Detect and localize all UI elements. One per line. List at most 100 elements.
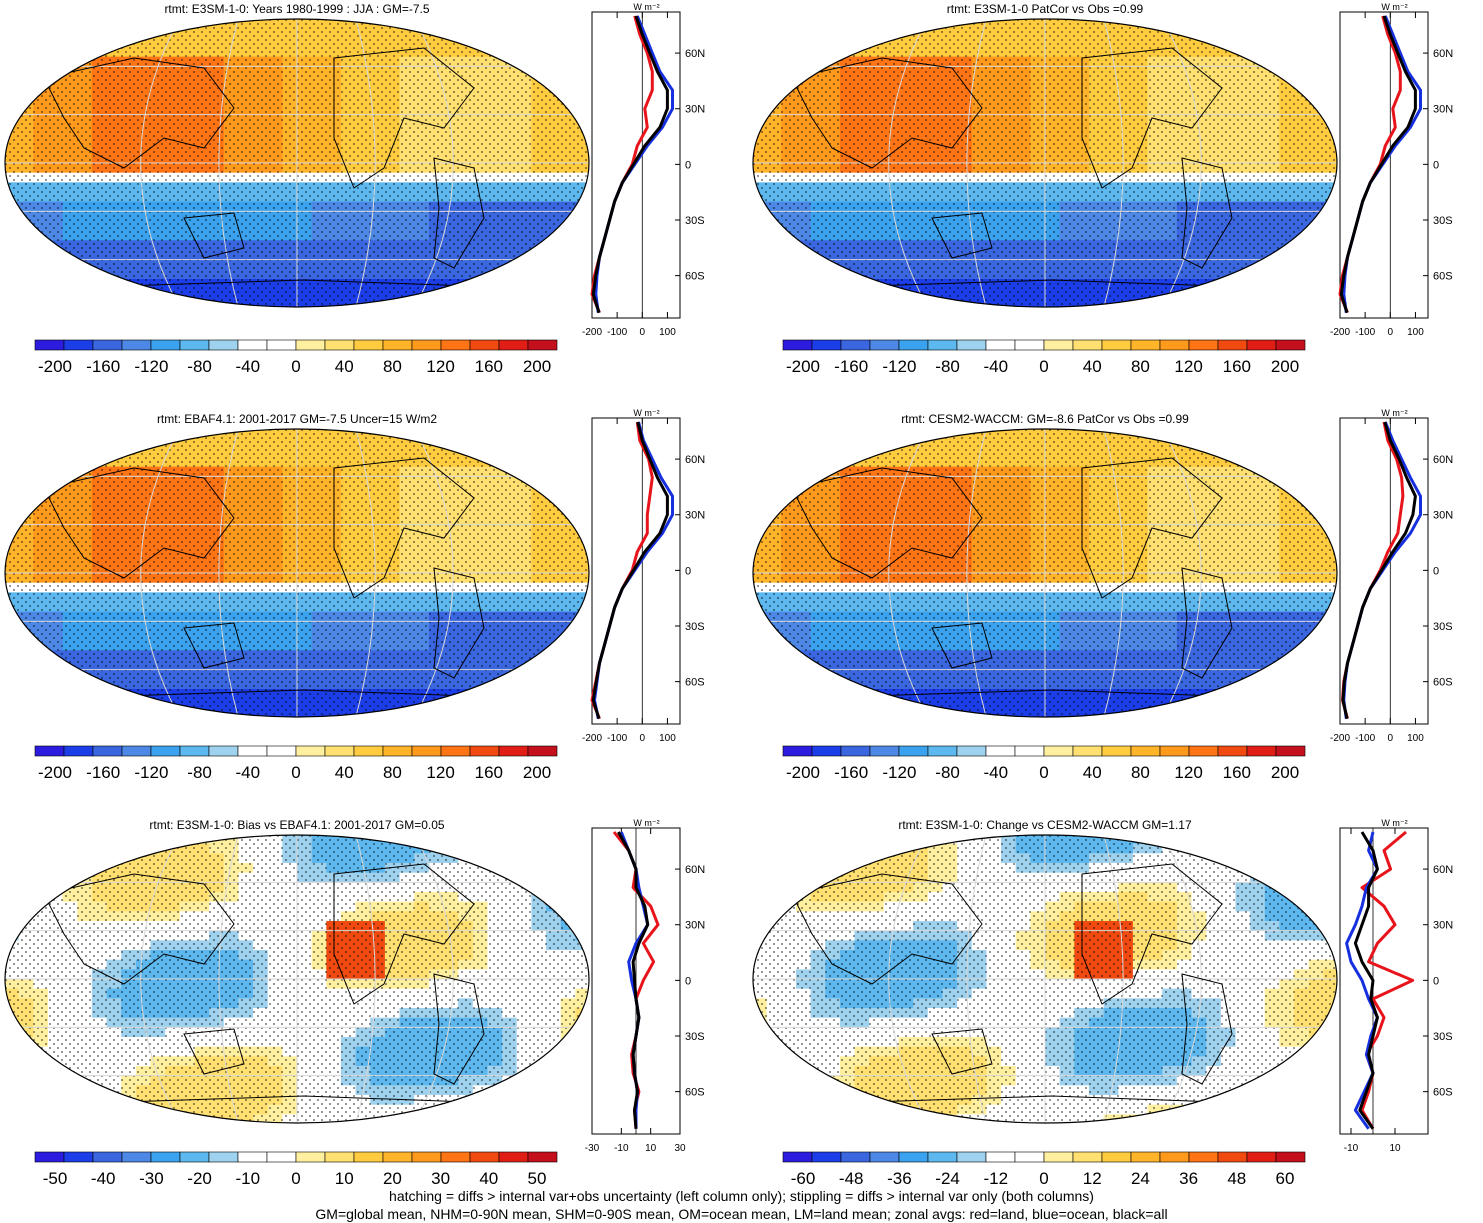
zonal-lat-label: 0 <box>685 159 691 171</box>
colorbar-tick-label: 160 <box>475 357 503 376</box>
zonal-lat-label: 0 <box>1433 565 1439 577</box>
colorbar-swatch <box>870 340 899 350</box>
colorbar-tick-label: -10 <box>236 1169 261 1188</box>
zonal-lat-label: 60N <box>1433 48 1453 60</box>
colorbar-tick-label: 200 <box>523 357 551 376</box>
colorbar-swatch <box>812 746 841 756</box>
colorbar-swatch <box>267 746 296 756</box>
map-title: rtmt: CESM2-WACCM: GM=-8.6 PatCor vs Obs… <box>752 412 1338 426</box>
colorbar-swatch <box>528 340 557 350</box>
colorbar-tick-label: 0 <box>291 1169 300 1188</box>
colorbar-swatch <box>296 746 325 756</box>
colorbar-tick-label: -160 <box>86 357 120 376</box>
colorbar-swatch <box>35 1152 64 1162</box>
colorbar-swatch <box>957 746 986 756</box>
zonal-lat-label: 30N <box>685 510 705 522</box>
colorbar-swatch <box>870 1152 899 1162</box>
colorbar-tick-label: -80 <box>187 763 212 782</box>
colorbar-swatch <box>354 340 383 350</box>
colorbar-tick-label: -200 <box>38 763 72 782</box>
colorbar-tick-label: 0 <box>291 357 300 376</box>
colorbar-tick-label: 200 <box>523 763 551 782</box>
colorbar-swatch <box>1247 746 1276 756</box>
colorbar-tick-label: 0 <box>1039 763 1048 782</box>
colorbar-swatch <box>412 1152 441 1162</box>
colorbar-swatch <box>1218 1152 1247 1162</box>
colorbar-swatch <box>296 340 325 350</box>
colorbar-swatch <box>383 1152 412 1162</box>
zonal-x-tick-label: -200 <box>1330 733 1350 744</box>
colorbar-swatch <box>957 1152 986 1162</box>
colorbar-swatch <box>93 746 122 756</box>
colorbar-tick-label: 12 <box>1083 1169 1102 1188</box>
map-title: rtmt: E3SM-1-0: Bias vs EBAF4.1: 2001-20… <box>4 818 590 832</box>
zonal-lat-label: 60S <box>1433 1087 1453 1099</box>
colorbar-tick-label: 80 <box>383 357 402 376</box>
colorbar-tick-label: -80 <box>935 763 960 782</box>
colorbar-swatch <box>325 1152 354 1162</box>
colorbar-swatch <box>470 746 499 756</box>
zonal-lat-label: 30S <box>1433 1031 1453 1043</box>
zonal-x-tick-label: 0 <box>1388 327 1394 338</box>
colorbar-swatch <box>1131 746 1160 756</box>
zonal-x-tick-label: 10 <box>645 1143 657 1154</box>
colorbar-swatch <box>1189 340 1218 350</box>
colorbar-swatch <box>93 1152 122 1162</box>
zonal-x-tick-label: 0 <box>1388 733 1394 744</box>
zonal-lat-label: 30N <box>1433 920 1453 932</box>
zonal-lat-label: 30N <box>1433 104 1453 116</box>
colorbar-tick-label: -120 <box>882 357 916 376</box>
colorbar-swatch <box>151 1152 180 1162</box>
zonal-lat-label: 30S <box>685 621 705 633</box>
colorbar-swatch <box>899 1152 928 1162</box>
colorbar-tick-label: 160 <box>1223 763 1251 782</box>
zonal-x-tick-label: -100 <box>1355 733 1375 744</box>
colorbar-swatch <box>1247 1152 1276 1162</box>
zonal-lat-label: 60S <box>1433 677 1453 689</box>
colorbar-tick-label: 160 <box>1223 357 1251 376</box>
zonal-lat-label: 30S <box>1433 215 1453 227</box>
colorbar-tick-label: -160 <box>834 763 868 782</box>
map-panel <box>4 834 590 1124</box>
colorbar-swatch <box>412 340 441 350</box>
colorbar-tick-label: 40 <box>1083 357 1102 376</box>
colorbar-swatch <box>899 746 928 756</box>
colorbar-swatch <box>1044 746 1073 756</box>
colorbar-tick-label: 50 <box>528 1169 547 1188</box>
zonal-x-tick-label: 0 <box>640 327 646 338</box>
zonal-x-tick-label: 100 <box>1407 733 1424 744</box>
colorbar-swatch <box>870 746 899 756</box>
zonal-lat-label: 60N <box>1433 454 1453 466</box>
colorbar-tick-label: -36 <box>887 1169 912 1188</box>
zonal-lat-label: 30N <box>1433 510 1453 522</box>
colorbar-swatch <box>441 340 470 350</box>
colorbar-tick-label: -200 <box>786 357 820 376</box>
colorbar-swatch <box>325 746 354 756</box>
colorbar-swatch <box>783 746 812 756</box>
colorbar-tick-label: 48 <box>1227 1169 1246 1188</box>
colorbar-swatch <box>238 340 267 350</box>
colorbar-tick-label: 0 <box>1039 357 1048 376</box>
zonal-x-tick-label: -10 <box>1344 1143 1359 1154</box>
zonal-unit: W m⁻² <box>1381 818 1407 828</box>
zonal-lat-label: 60N <box>685 454 705 466</box>
zonal-lat-label: 0 <box>1433 975 1439 987</box>
colorbar-swatch <box>1102 746 1131 756</box>
colorbar-swatch <box>841 1152 870 1162</box>
colorbar-swatch <box>1189 746 1218 756</box>
zonal-series-line <box>592 16 652 313</box>
colorbar-swatch <box>209 1152 238 1162</box>
colorbar-tick-label: 40 <box>335 357 354 376</box>
map-panel <box>4 428 590 718</box>
colorbar-swatch <box>1160 340 1189 350</box>
colorbar-swatch <box>470 1152 499 1162</box>
colorbar-tick-label: -48 <box>839 1169 864 1188</box>
colorbar-tick-label: 0 <box>291 763 300 782</box>
colorbar-swatch <box>209 746 238 756</box>
colorbar-swatch <box>151 746 180 756</box>
